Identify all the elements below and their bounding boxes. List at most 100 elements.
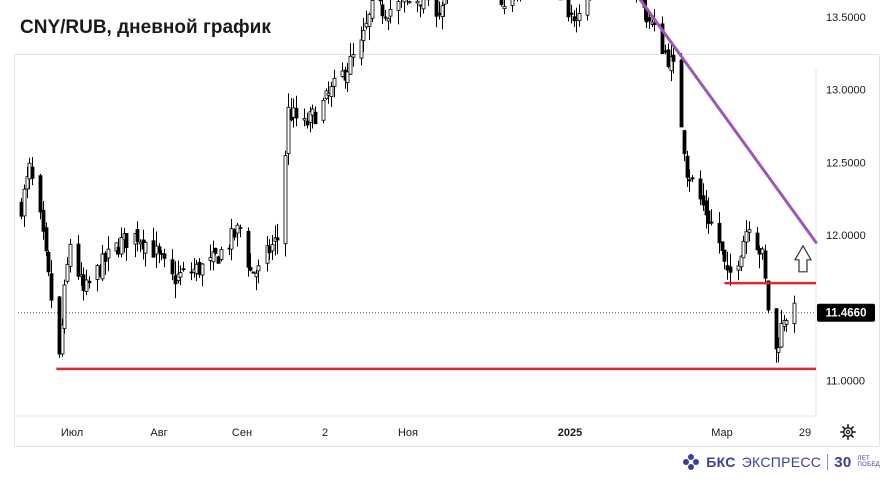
- trendline: [638, 0, 818, 244]
- candle: [216, 255, 221, 264]
- candle-body: [442, 0, 447, 5]
- candle: [747, 221, 752, 242]
- candle: [396, 0, 401, 25]
- candle: [792, 295, 797, 333]
- candle: [119, 227, 124, 258]
- candle: [294, 95, 299, 127]
- candle: [717, 212, 722, 254]
- candle: [666, 43, 671, 69]
- candle-body: [254, 272, 259, 278]
- candle-body: [38, 175, 43, 213]
- candle-body: [159, 253, 164, 255]
- candle-body: [178, 272, 183, 278]
- candle: [517, 0, 518, 2]
- candle: [566, 0, 571, 22]
- candle-body: [229, 228, 234, 250]
- gear-icon[interactable]: [840, 424, 856, 440]
- candle-body: [671, 54, 676, 62]
- candle-body: [208, 257, 213, 261]
- candle-body: [386, 18, 391, 22]
- candle-body: [30, 166, 35, 179]
- candle: [725, 251, 730, 280]
- candle: [265, 236, 270, 272]
- candle: [590, 0, 591, 1]
- candle-body: [679, 59, 684, 128]
- candle-body: [577, 12, 582, 22]
- candle: [784, 318, 789, 332]
- candle: [181, 261, 186, 272]
- candle-body: [566, 0, 571, 18]
- anniversary-number: 30: [834, 453, 852, 471]
- candle: [68, 238, 73, 273]
- x-tick-label: 2025: [558, 427, 582, 439]
- candle: [739, 255, 744, 272]
- candle: [332, 69, 337, 98]
- candle: [415, 0, 420, 13]
- candle-body: [305, 120, 310, 126]
- candle-body: [216, 256, 221, 264]
- candle-body: [502, 6, 507, 10]
- candle-body: [736, 265, 741, 271]
- candle: [440, 2, 445, 30]
- candle-body: [219, 249, 224, 260]
- candle: [776, 337, 781, 363]
- candle: [313, 106, 318, 125]
- candle: [329, 81, 334, 107]
- candle: [232, 228, 237, 241]
- candle: [65, 256, 70, 284]
- candle: [124, 233, 129, 261]
- candle-body: [41, 209, 46, 232]
- flower-icon: [683, 454, 700, 470]
- candle: [351, 43, 356, 67]
- candle: [251, 271, 256, 274]
- candle-body: [380, 4, 385, 17]
- x-tick-label: Ноя: [398, 427, 418, 439]
- candle-body: [68, 243, 73, 267]
- candle: [364, 10, 369, 30]
- candle-body: [256, 265, 261, 272]
- candle-body: [499, 0, 504, 6]
- candle-body: [275, 237, 280, 241]
- candle: [755, 227, 760, 251]
- candle: [291, 98, 296, 128]
- candle-body: [211, 251, 216, 263]
- candle: [401, 0, 402, 8]
- candle-body: [402, 0, 407, 3]
- y-tick-label: 13.5000: [826, 12, 866, 24]
- candle-body: [378, 0, 383, 2]
- candle-body: [197, 261, 202, 275]
- brand-name: ЭКСПРЕСС: [741, 454, 822, 470]
- candle-body: [106, 248, 111, 259]
- candle: [246, 227, 251, 277]
- candle: [348, 43, 353, 75]
- candle-body: [22, 188, 27, 217]
- candle-body: [685, 155, 690, 178]
- candle-body: [784, 320, 789, 325]
- candle-body: [103, 252, 108, 262]
- candle-body: [170, 259, 175, 275]
- candle: [200, 262, 205, 287]
- candle-body: [779, 323, 784, 348]
- candle: [176, 260, 181, 284]
- candle-body: [235, 224, 240, 234]
- candle: [378, 0, 383, 5]
- candle-body: [181, 268, 186, 271]
- candle-body: [65, 264, 70, 282]
- candle: [256, 259, 261, 284]
- candle: [76, 235, 81, 280]
- candle: [426, 0, 431, 6]
- candle-body: [690, 177, 695, 180]
- candle: [194, 259, 199, 282]
- y-tick-label: 12.5000: [826, 157, 866, 169]
- candle-body: [313, 111, 318, 125]
- candle-body: [326, 92, 331, 96]
- candle-body: [709, 221, 714, 224]
- candle: [157, 243, 162, 264]
- candle: [569, 4, 574, 24]
- x-tick-label: Сен: [232, 427, 252, 439]
- candle-body: [418, 4, 423, 7]
- candle: [41, 200, 46, 240]
- anniversary-text: ЛЕТ ПОБЕД: [858, 456, 880, 468]
- candle-body: [792, 302, 797, 324]
